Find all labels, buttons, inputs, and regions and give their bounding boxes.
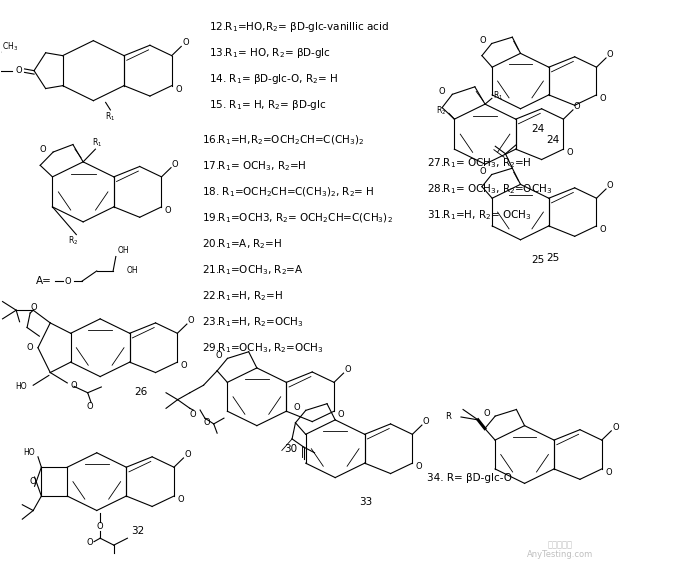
Text: R$_2$O: R$_2$O — [0, 579, 1, 580]
Text: O: O — [605, 468, 612, 477]
Text: O: O — [479, 36, 486, 45]
Text: O: O — [87, 538, 93, 547]
Text: O: O — [187, 316, 194, 325]
Text: R$_2$: R$_2$ — [68, 235, 78, 247]
Text: 16.R$_1$=H,R$_2$=OCH$_2$CH=C(CH$_3$)$_2$: 16.R$_1$=H,R$_2$=OCH$_2$CH=C(CH$_3$)$_2$ — [202, 133, 365, 147]
Text: A=: A= — [36, 276, 51, 287]
Text: O: O — [65, 277, 71, 286]
Text: R: R — [445, 412, 451, 422]
Text: 30: 30 — [285, 444, 298, 454]
Text: R$_1$: R$_1$ — [493, 89, 503, 101]
Text: O: O — [607, 181, 614, 190]
Text: HO: HO — [15, 382, 27, 392]
Text: 27.R$_1$= OCH$_3$, R$_2$=H: 27.R$_1$= OCH$_3$, R$_2$=H — [427, 156, 532, 170]
Text: O: O — [439, 87, 445, 96]
Text: 25: 25 — [531, 255, 544, 265]
Text: 壹棱检测网
AnyTesting.com: 壹棱检测网 AnyTesting.com — [527, 540, 593, 560]
Text: O: O — [607, 50, 614, 59]
Text: 26: 26 — [135, 387, 148, 397]
Text: R$_1$: R$_1$ — [105, 111, 116, 123]
Text: O: O — [177, 495, 184, 504]
Text: O: O — [423, 417, 430, 426]
Text: OH: OH — [127, 266, 138, 276]
Text: 34. R= βD-glc-O: 34. R= βD-glc-O — [427, 473, 512, 483]
Text: O: O — [97, 522, 103, 531]
Text: CH$_3$: CH$_3$ — [0, 579, 1, 580]
Text: O: O — [16, 66, 23, 75]
Text: O: O — [215, 351, 222, 360]
Text: 21.R$_1$=OCH$_3$, R$_2$=A: 21.R$_1$=OCH$_3$, R$_2$=A — [202, 263, 304, 277]
Text: HO: HO — [0, 579, 1, 580]
Text: O: O — [190, 409, 196, 419]
Text: O: O — [27, 343, 33, 352]
Text: 20.R$_1$=A, R$_2$=H: 20.R$_1$=A, R$_2$=H — [202, 237, 282, 251]
Text: 24: 24 — [547, 135, 560, 145]
Text: 32: 32 — [131, 525, 144, 535]
Text: R$_1$: R$_1$ — [92, 136, 102, 149]
Text: 18. R$_1$=OCH$_2$CH=C(CH$_3$)$_2$, R$_2$= H: 18. R$_1$=OCH$_2$CH=C(CH$_3$)$_2$, R$_2$… — [202, 185, 375, 199]
Text: 33: 33 — [359, 497, 373, 508]
Text: O: O — [337, 410, 344, 419]
Text: O: O — [612, 423, 619, 432]
Text: O: O — [175, 85, 182, 93]
Text: O: O — [479, 167, 486, 176]
Text: O: O — [416, 462, 423, 471]
Text: O: O — [483, 409, 490, 418]
Text: O: O — [574, 102, 580, 111]
Text: O: O — [30, 477, 36, 486]
Text: 15. R$_1$= H, R$_2$= βD-glc: 15. R$_1$= H, R$_2$= βD-glc — [209, 98, 327, 113]
Text: O: O — [86, 401, 93, 411]
Text: 28.R$_1$= OCH$_3$, R$_2$=OCH$_3$: 28.R$_1$= OCH$_3$, R$_2$=OCH$_3$ — [427, 182, 553, 196]
Text: 19.R$_1$=OCH3, R$_2$= OCH$_2$CH=C(CH$_3$)$_2$: 19.R$_1$=OCH3, R$_2$= OCH$_2$CH=C(CH$_3$… — [202, 211, 393, 224]
Text: O: O — [344, 365, 351, 374]
Text: O: O — [184, 450, 191, 459]
Text: R$_2$: R$_2$ — [436, 104, 446, 117]
Text: O: O — [204, 418, 210, 427]
Text: 14. R$_1$= βD-glc-O, R$_2$= H: 14. R$_1$= βD-glc-O, R$_2$= H — [209, 72, 338, 86]
Text: HO: HO — [23, 448, 35, 457]
Text: 24: 24 — [531, 124, 544, 134]
Text: O: O — [70, 380, 77, 390]
Text: 12.R$_1$=HO,R$_2$= βD-glc-vanillic acid: 12.R$_1$=HO,R$_2$= βD-glc-vanillic acid — [209, 20, 389, 34]
Text: 31.R$_1$=H, R$_2$= OCH$_3$: 31.R$_1$=H, R$_2$= OCH$_3$ — [427, 208, 532, 222]
Text: O: O — [567, 148, 574, 157]
Text: O: O — [165, 206, 172, 215]
Text: O: O — [182, 38, 189, 48]
Text: O: O — [600, 225, 607, 234]
Text: O: O — [30, 303, 37, 312]
Text: CH$_3$: CH$_3$ — [2, 40, 18, 53]
Text: OH: OH — [117, 246, 129, 255]
Text: 23.R$_1$=H, R$_2$=OCH$_3$: 23.R$_1$=H, R$_2$=OCH$_3$ — [202, 315, 304, 329]
Text: 29.R$_1$=OCH$_3$, R$_2$=OCH$_3$: 29.R$_1$=OCH$_3$, R$_2$=OCH$_3$ — [202, 341, 324, 354]
Text: 17.R$_1$= OCH$_3$, R$_2$=H: 17.R$_1$= OCH$_3$, R$_2$=H — [202, 159, 307, 173]
Text: O: O — [40, 144, 47, 154]
Text: 25: 25 — [547, 253, 560, 263]
Text: O: O — [172, 160, 179, 169]
Text: 13.R$_1$= HO, R$_2$= βD-glc: 13.R$_1$= HO, R$_2$= βD-glc — [209, 46, 331, 60]
Text: O: O — [600, 94, 607, 103]
Text: 22.R$_1$=H, R$_2$=H: 22.R$_1$=H, R$_2$=H — [202, 289, 283, 303]
Text: O: O — [293, 403, 300, 412]
Text: O: O — [181, 361, 187, 370]
